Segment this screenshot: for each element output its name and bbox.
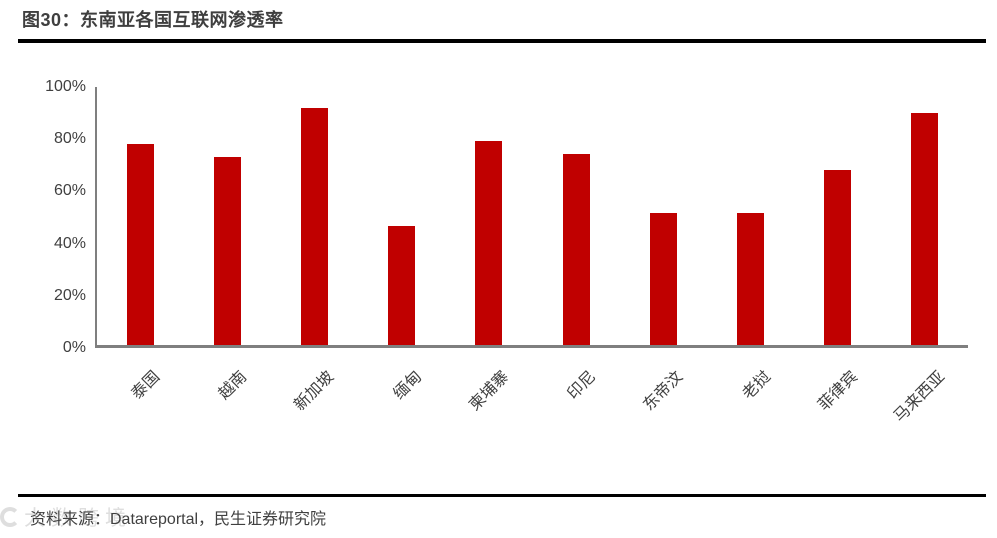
figure-footer: 资料来源：Datareportal，民生证券研究院 [18, 494, 986, 529]
figure-header: 图30：东南亚各国互联网渗透率 [18, 6, 986, 43]
y-axis: 100% 80% 60% 40% 20% 0% [0, 78, 95, 356]
bar-新加坡 [301, 107, 329, 345]
y-tick-label: 100% [45, 78, 86, 95]
y-tick-label: 60% [53, 182, 86, 200]
watermark-logo-icon [0, 507, 20, 527]
title-underline [18, 39, 986, 43]
x-axis-label: 柬埔寨 [466, 368, 513, 415]
bar-slot [184, 87, 271, 345]
plot-area [95, 87, 968, 348]
bar-柬埔寨 [475, 141, 503, 345]
x-axis-label: 泰国 [128, 368, 163, 403]
bar-越南 [214, 156, 242, 345]
source-text: 资料来源：Datareportal，民生证券研究院 [30, 511, 327, 528]
bar-slot [532, 87, 619, 345]
bar-菲律宾 [823, 169, 851, 345]
x-axis-label: 印尼 [564, 368, 600, 403]
y-tick-label: 80% [53, 130, 86, 148]
bar-马来西亚 [910, 112, 938, 345]
x-axis-label: 越南 [215, 368, 251, 403]
bar-slot [271, 87, 358, 345]
bar-slot [794, 87, 881, 345]
bar-slot [620, 87, 707, 345]
bar-slot [358, 87, 445, 345]
bar-chart: 100% 80% 60% 40% 20% 0% [0, 78, 968, 356]
x-axis-label: 东帝汶 [640, 368, 687, 415]
bar-slot [707, 87, 794, 345]
y-tick-label: 40% [53, 234, 86, 252]
y-tick-label: 20% [53, 286, 86, 304]
bar-slot [97, 87, 184, 345]
bar-slot [881, 87, 968, 345]
x-axis-labels: 泰国 越南 新加坡 缅甸 柬埔寨 印尼 东帝汶 老挝 菲律宾 马来西亚 [95, 348, 968, 476]
bar-东帝汶 [649, 213, 677, 345]
x-axis-label: 老挝 [739, 368, 775, 403]
bar-缅甸 [388, 226, 416, 345]
x-axis-label: 马来西亚 [891, 368, 949, 426]
x-axis-label: 菲律宾 [815, 368, 862, 415]
x-axis-label: 新加坡 [291, 368, 338, 415]
x-axis-label: 缅甸 [390, 368, 425, 403]
bar-slot [445, 87, 532, 345]
bar-泰国 [127, 143, 155, 345]
figure-title: 图30：东南亚各国互联网渗透率 [22, 10, 284, 30]
footer-divider [18, 494, 986, 497]
bar-印尼 [562, 154, 590, 345]
bar-老挝 [736, 213, 764, 345]
y-tick-label: 0% [62, 339, 86, 356]
